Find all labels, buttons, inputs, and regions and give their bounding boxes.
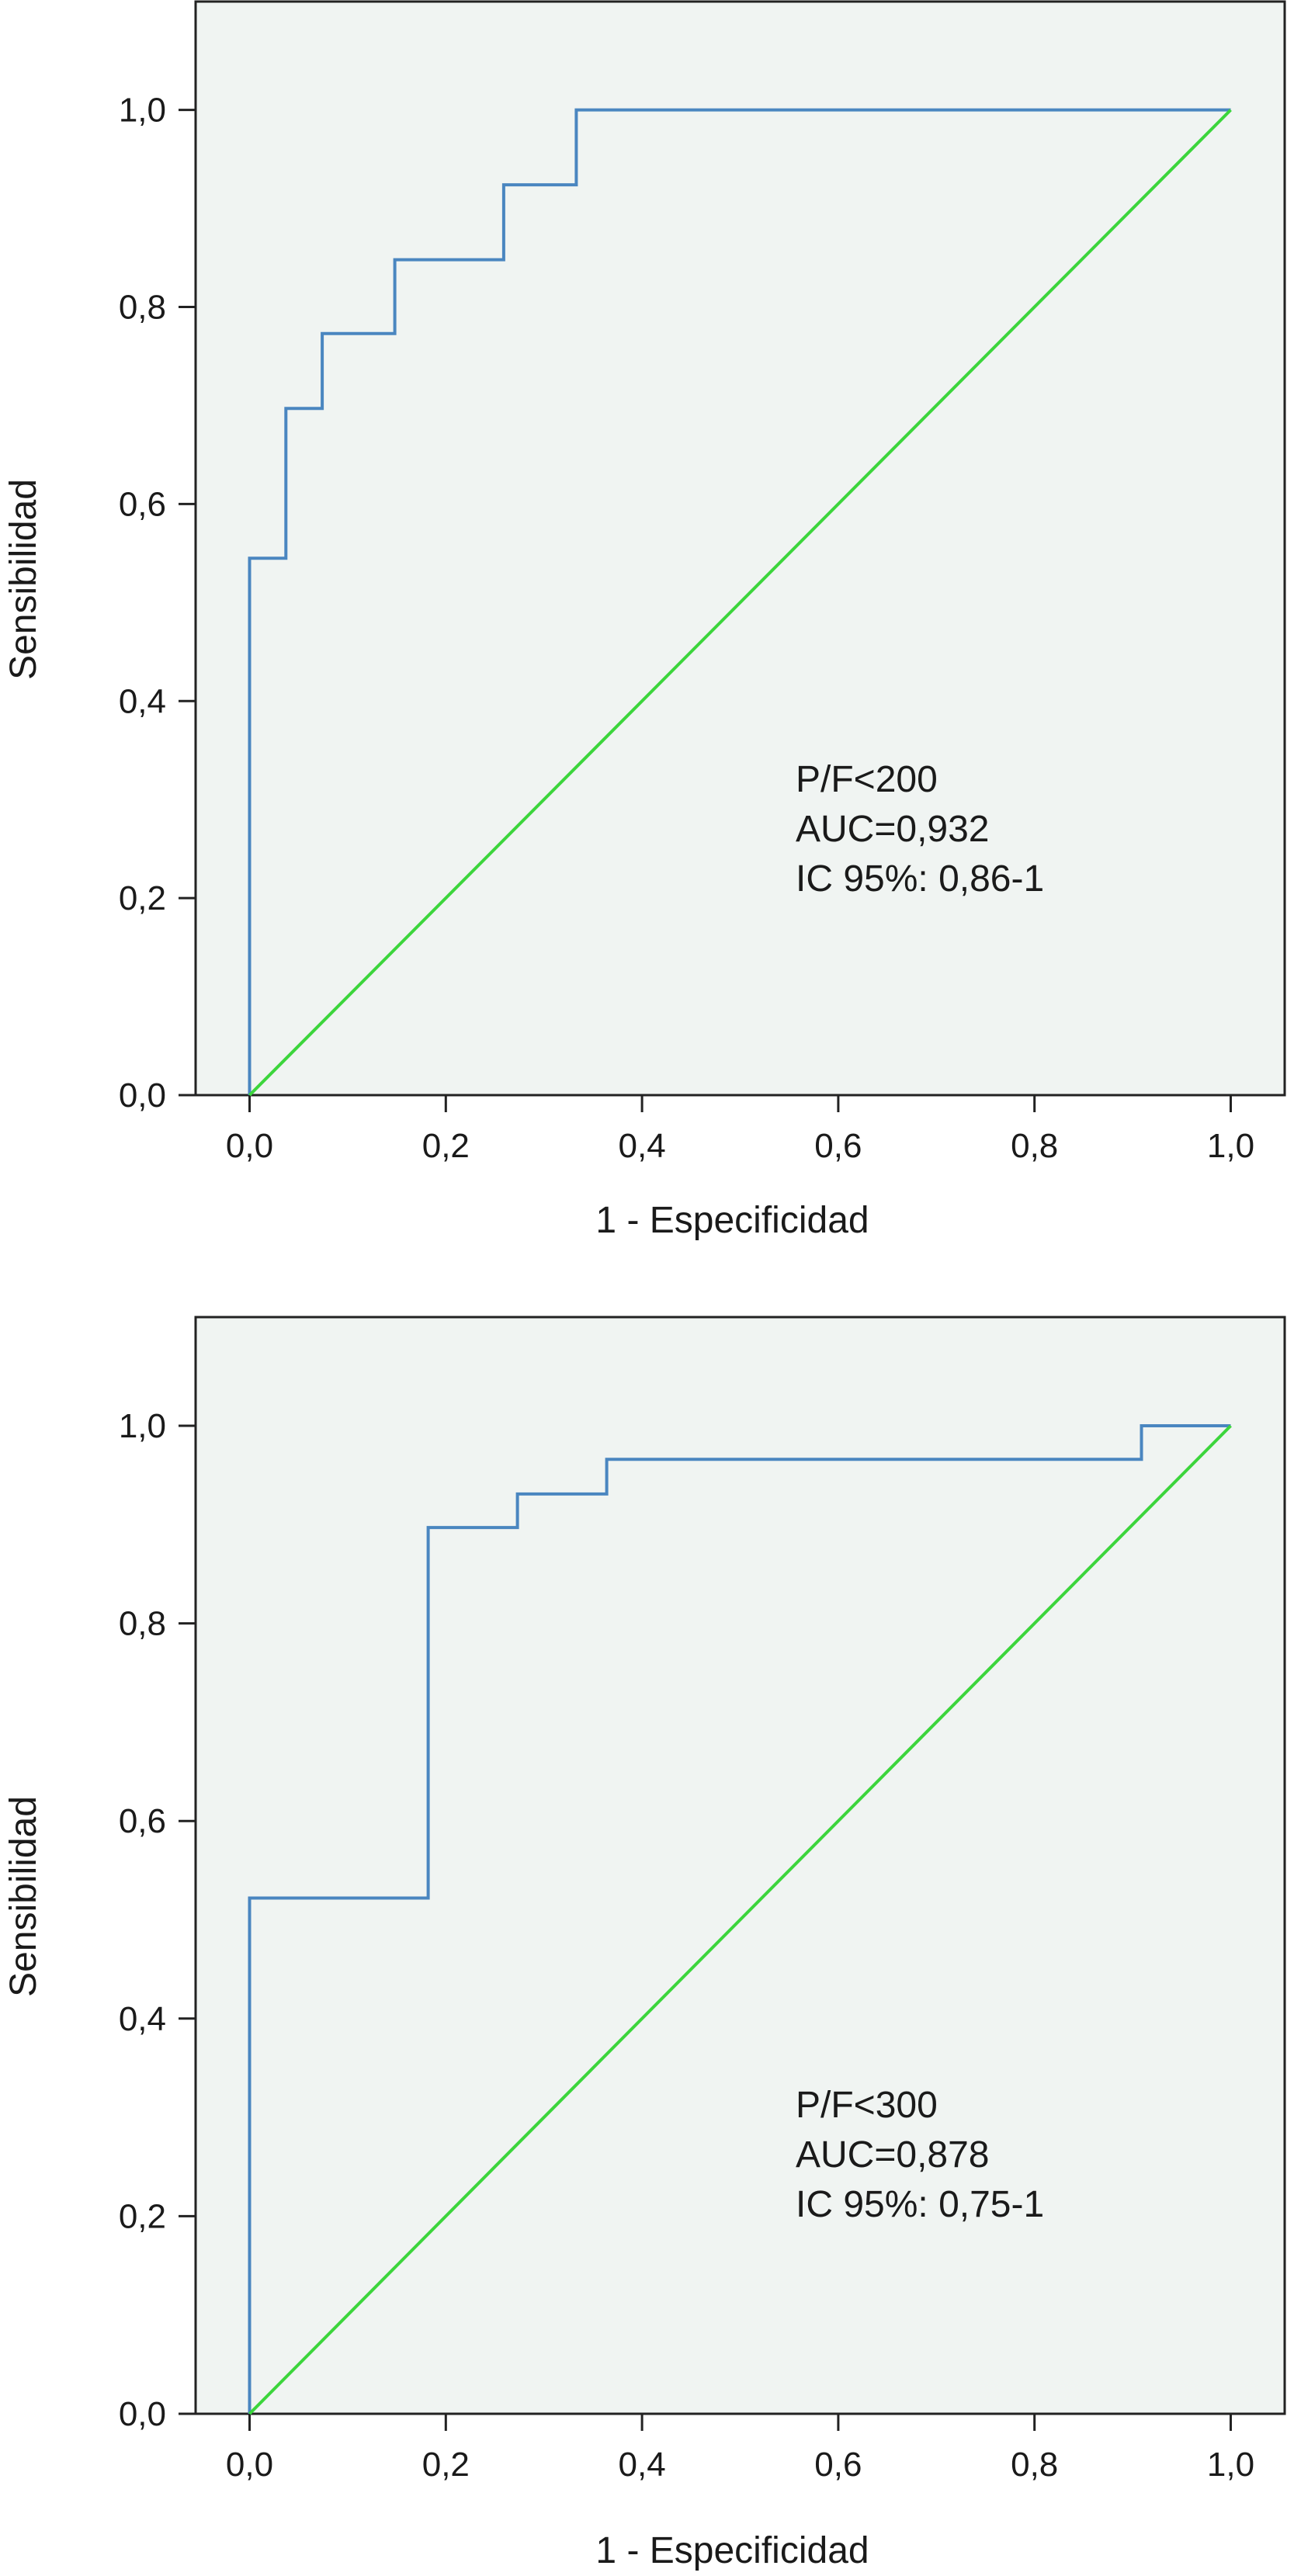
y-tick-label: 0,4 [119,2000,166,2038]
chart-panel-2: 0,0 0,2 0,4 0,6 0,8 1,0 0,0 0,2 0,4 0,6 0,8 1,0 1 - … [3,1316,1286,2571]
x-tick-label: 0,2 [422,1127,470,1165]
reference-line [248,1424,1232,2415]
y-tick-label: 1,0 [119,1407,166,1445]
x-tick-label: 0,6 [814,2446,862,2484]
annotation-line: IC 95%: 0,75-1 [796,2184,1044,2225]
y-tick-label: 0,4 [119,682,166,720]
y-tick-label: 0,8 [119,289,166,327]
reference-line [248,109,1232,1097]
x-tick-label: 0,6 [814,1127,862,1165]
annotation-line: AUC=0,932 [796,809,990,850]
y-tick-label: 0,8 [119,1605,166,1643]
x-tick-label: 0,8 [1011,2446,1058,2484]
y-tick-label: 0,6 [119,485,166,523]
y-axis-title: Sensibilidad [3,479,44,680]
y-tick-label: 1,0 [119,92,166,130]
chart-panel-1: 0,0 0,2 0,4 0,6 0,8 1,0 0,0 0,2 0,4 0,6 0,8 1,0 1 - … [3,0,1286,1241]
x-tick-label: 0,0 [226,1127,273,1165]
x-tick-label: 0,8 [1011,1127,1058,1165]
x-tick-label: 1,0 [1207,2446,1254,2484]
x-tick-label: 1,0 [1207,1127,1254,1165]
y-tick-label: 0,6 [119,1802,166,1840]
roc-curve [248,108,1231,1095]
x-axis-title: 1 - Especificidad [595,2530,869,2571]
y-axis-title: Sensibilidad [3,1796,44,1997]
x-tick-label: 0,2 [422,2446,470,2484]
y-tick-label: 0,2 [119,2197,166,2235]
x-tick-label: 0,4 [619,1127,666,1165]
x-tick-label: 0,4 [619,2446,666,2484]
annotation-line: AUC=0,878 [796,2134,990,2176]
plot-area [194,1316,1286,2415]
x-tick-label: 0,0 [226,2446,273,2484]
roc-curve [248,1424,1231,2414]
y-tick-label: 0,0 [119,1077,166,1115]
annotation-line: P/F<200 [796,759,938,800]
annotation-line: P/F<300 [796,2085,938,2126]
x-axis-title: 1 - Especificidad [595,1200,869,1241]
y-tick-label: 0,0 [119,2395,166,2433]
annotation-line: IC 95%: 0,86-1 [796,858,1044,900]
y-tick-label: 0,2 [119,879,166,917]
plot-area [194,0,1286,1097]
